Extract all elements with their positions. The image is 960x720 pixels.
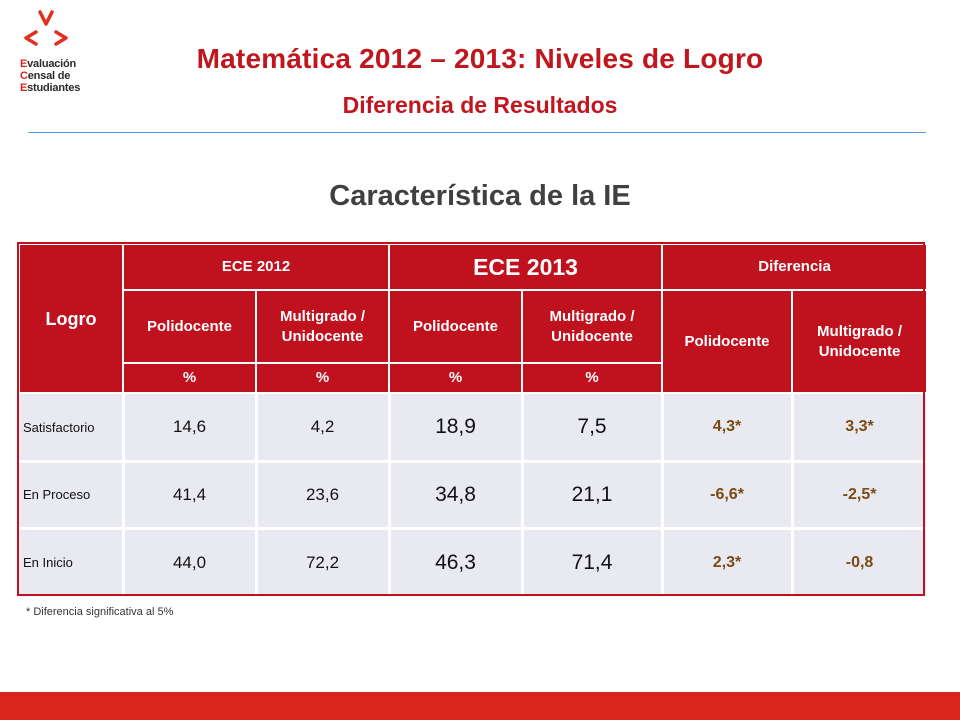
header-unit: % xyxy=(122,362,257,395)
table-row: En Proceso 41,4 23,6 34,8 21,1 -6,6* -2,… xyxy=(19,461,929,531)
footnote: * Diferencia significativa al 5% xyxy=(26,606,174,618)
header-diff-multigrado: Multigrado / Unidocente xyxy=(791,289,929,395)
cell-diff-multigrado: -0,8 xyxy=(792,528,929,598)
logo-wordmark: Evaluación Censal de Estudiantes xyxy=(20,58,81,94)
header-ece-2013: ECE 2013 xyxy=(388,242,664,292)
cell-2012-multigrado: 72,2 xyxy=(256,528,391,598)
page-title: Matemática 2012 – 2013: Niveles de Logro xyxy=(196,43,764,74)
header-unit: % xyxy=(388,362,524,395)
cell-diff-multigrado: 3,3* xyxy=(792,393,929,463)
cell-2013-polidocente: 34,8 xyxy=(389,461,524,531)
cell-2013-multigrado: 71,4 xyxy=(522,528,664,598)
footer-bar xyxy=(0,692,960,720)
table-row: En Inicio 44,0 72,2 46,3 71,4 2,3* -0,8 xyxy=(19,528,929,598)
row-label: Satisfactorio xyxy=(19,393,125,463)
ece-logo-arrows-icon xyxy=(24,10,68,46)
header-2013-multigrado: Multigrado / Unidocente xyxy=(521,289,664,365)
header-diferencia: Diferencia xyxy=(661,242,929,292)
cell-2013-multigrado: 21,1 xyxy=(522,461,664,531)
table-row: Satisfactorio 14,6 4,2 18,9 7,5 4,3* 3,3… xyxy=(19,393,929,463)
cell-2013-multigrado: 7,5 xyxy=(522,393,664,463)
cell-diff-polidocente: -6,6* xyxy=(662,461,794,531)
cell-2012-polidocente: 14,6 xyxy=(123,393,258,463)
results-table: Logro ECE 2012 ECE 2013 Diferencia Polid… xyxy=(18,242,929,598)
cell-diff-polidocente: 2,3* xyxy=(662,528,794,598)
header-diff-polidocente: Polidocente xyxy=(661,289,794,395)
cell-diff-multigrado: -2,5* xyxy=(792,461,929,531)
row-label: En Proceso xyxy=(19,461,125,531)
header-logro: Logro xyxy=(18,242,124,395)
cell-2012-multigrado: 23,6 xyxy=(256,461,391,531)
header-unit: % xyxy=(521,362,664,395)
cell-diff-polidocente: 4,3* xyxy=(662,393,794,463)
header-2012-multigrado: Multigrado / Unidocente xyxy=(254,289,391,365)
header-divider xyxy=(28,132,926,133)
cell-2013-polidocente: 46,3 xyxy=(389,528,524,598)
header-2013-polidocente: Polidocente xyxy=(388,289,524,365)
cell-2012-polidocente: 41,4 xyxy=(123,461,258,531)
row-label: En Inicio xyxy=(19,528,125,598)
page-subtitle: Diferencia de Resultados xyxy=(342,92,618,118)
header-2012-polidocente: Polidocente xyxy=(122,289,257,365)
cell-2012-multigrado: 4,2 xyxy=(256,393,391,463)
header-unit: % xyxy=(254,362,391,395)
header-ece-2012: ECE 2012 xyxy=(121,242,391,292)
cell-2012-polidocente: 44,0 xyxy=(123,528,258,598)
section-title: Característica de la IE xyxy=(329,180,631,212)
cell-2013-polidocente: 18,9 xyxy=(389,393,524,463)
